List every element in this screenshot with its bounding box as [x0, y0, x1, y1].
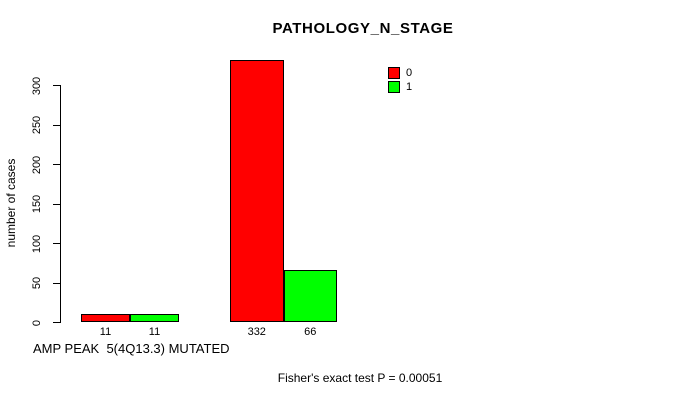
y-tick-mark: [53, 243, 60, 244]
bar-value-label: 332: [247, 326, 266, 338]
legend-item-1: 1: [388, 80, 412, 94]
y-tick-label: 0: [31, 319, 43, 326]
chart-title: PATHOLOGY_N_STAGE: [272, 20, 454, 37]
bar-group-1-series-1: [130, 313, 179, 323]
y-tick-label: 100: [31, 234, 43, 253]
y-axis-title: number of cases: [4, 158, 18, 248]
bar-value-label: 11: [99, 326, 112, 338]
bar-value-label: 66: [304, 326, 317, 338]
y-axis-line: [60, 85, 61, 323]
legend-swatch-icon: [388, 81, 400, 93]
legend-item-0: 0: [388, 66, 412, 80]
y-tick-mark: [53, 322, 60, 323]
y-tick-mark: [53, 164, 60, 165]
legend-label: 0: [406, 67, 413, 79]
y-tick-mark: [53, 203, 60, 205]
legend-label: 1: [406, 81, 413, 93]
bar-group-1-series-0: [81, 313, 130, 323]
legend-swatch-icon: [388, 67, 400, 79]
y-tick-label: 200: [31, 155, 43, 174]
y-tick-label: 50: [31, 276, 43, 290]
bar-value-label: 11: [148, 326, 161, 338]
fisher-exact-test-annotation: Fisher's exact test P = 0.00051: [277, 371, 443, 385]
bar-group-2-series-0: [230, 60, 284, 323]
y-tick-mark: [53, 85, 60, 86]
x-axis-label: AMP PEAK 5(4Q13.3) MUTATED: [33, 341, 230, 356]
y-tick-label: 250: [31, 115, 43, 135]
y-tick-label: 150: [31, 194, 43, 214]
bar-group-2-series-1: [283, 270, 337, 323]
y-tick-mark: [53, 124, 60, 126]
y-tick-mark: [53, 282, 60, 284]
y-tick-label: 300: [31, 76, 43, 95]
